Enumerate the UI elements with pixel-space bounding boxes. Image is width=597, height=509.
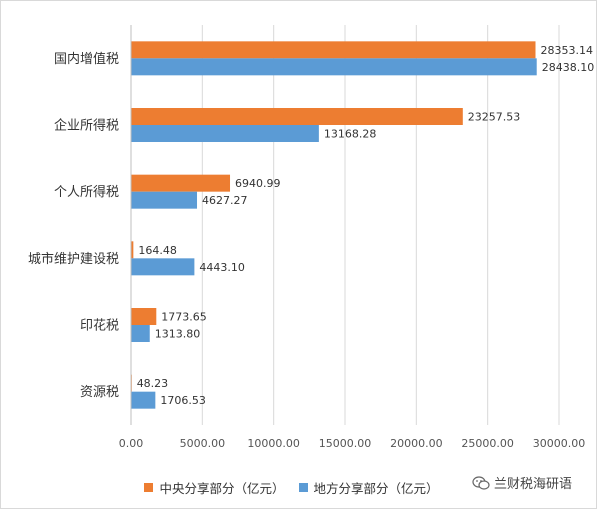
x-tick-label-0: 0.00	[119, 437, 144, 450]
bar-local-4	[131, 325, 150, 342]
legend-label-local: 地方分享部分（亿元）	[313, 481, 439, 496]
legend-item-central: 中央分享部分（亿元）	[144, 478, 285, 497]
category-label-5: 资源税	[80, 385, 119, 400]
bar-local-2	[131, 191, 198, 209]
data-label-local-2: 4627.27	[202, 194, 248, 207]
category-label-2: 个人所得税	[54, 184, 119, 200]
bar-local-5	[131, 391, 156, 409]
x-tick-label-4: 20000.00	[390, 437, 443, 450]
category-label-1: 企业所得税	[54, 118, 119, 134]
wechat-speech-icon	[472, 475, 490, 490]
watermark-text: 兰财税海研语	[494, 477, 573, 492]
data-label-central-2: 6940.99	[235, 177, 280, 190]
data-label-local-3: 4443.10	[199, 261, 245, 274]
bar-central-1	[131, 108, 463, 125]
bar-chart: 0.00 5000.00 10000.00 15000.00 20000.00 25000…	[28, 25, 595, 450]
data-label-local-5: 1706.53	[160, 394, 206, 407]
data-label-central-3: 164.48	[138, 244, 177, 257]
bar-local-3	[131, 258, 195, 276]
x-tick-label-3: 15000.00	[319, 437, 372, 450]
legend-item-local: 地方分享部分（亿元）	[298, 478, 439, 497]
legend: 中央分享部分（亿元） 地方分享部分（亿元）	[0, 478, 597, 497]
x-tick-label-2: 10000.00	[247, 437, 300, 450]
bar-central-0	[131, 41, 536, 59]
category-label-4: 印花税	[80, 318, 119, 334]
bar-central-2	[131, 174, 231, 192]
data-label-local-0: 28438.10	[542, 61, 595, 74]
category-label-3: 城市维护建设税	[28, 251, 119, 267]
legend-label-central: 中央分享部分（亿元）	[159, 481, 285, 496]
data-label-central-5: 48.23	[137, 377, 169, 390]
x-tick-label-6: 30000.00	[533, 437, 586, 450]
bar-central-3	[131, 241, 134, 259]
data-label-local-4: 1313.80	[155, 328, 201, 341]
legend-swatch-local	[298, 483, 308, 492]
watermark: 兰财税海研语	[472, 473, 573, 492]
data-label-central-4: 1773.65	[161, 311, 207, 324]
bar-local-0	[131, 58, 537, 76]
bar-local-1	[131, 125, 319, 142]
category-label-0: 国内增值税	[54, 51, 119, 67]
data-label-central-1: 23257.53	[468, 111, 521, 124]
data-label-central-0: 28353.14	[541, 44, 594, 57]
data-label-local-1: 13168.28	[324, 128, 377, 141]
x-tick-label-1: 5000.00	[180, 437, 226, 450]
bar-central-4	[131, 308, 157, 325]
legend-swatch-central	[144, 483, 154, 492]
x-tick-label-5: 25000.00	[461, 437, 514, 450]
